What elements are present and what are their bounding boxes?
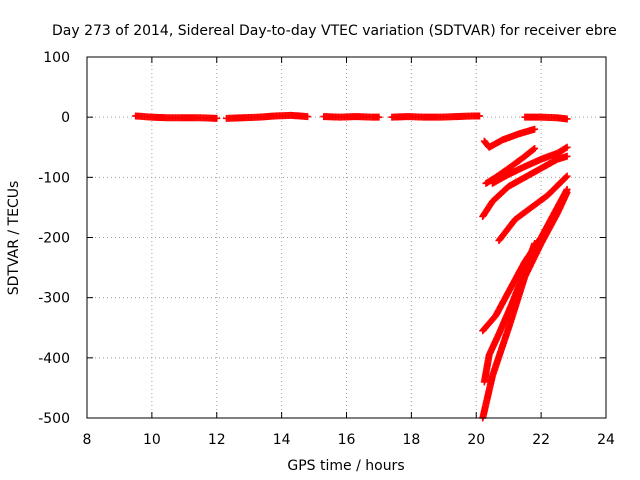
- y-tick-label: 0: [61, 110, 70, 126]
- series-near-zero-arc-2: [222, 111, 312, 122]
- interpolated-point: [530, 145, 538, 153]
- data-point: [563, 188, 571, 196]
- y-tick-label: -300: [38, 291, 70, 307]
- data-point: [563, 115, 571, 123]
- y-tick-label: -200: [38, 231, 70, 247]
- series-near-zero-arc-4: [388, 112, 483, 121]
- y-tick-label: -100: [38, 170, 70, 186]
- series-arc-B: [482, 144, 539, 187]
- plot-frame: [86, 56, 607, 419]
- series-arc-E: [495, 172, 571, 245]
- series-arc-H: [479, 188, 571, 422]
- x-tick-label: 12: [208, 432, 226, 448]
- x-tick-label: 16: [338, 432, 356, 448]
- series-arc-D: [479, 152, 571, 220]
- points-layer: [132, 111, 571, 422]
- data-point: [531, 125, 539, 133]
- grid-layer: [87, 57, 606, 418]
- x-tick-label: 20: [467, 432, 485, 448]
- x-tick-label: 24: [597, 432, 615, 448]
- x-tick-label: 18: [402, 432, 420, 448]
- data-point: [563, 143, 571, 151]
- series-arc-A: [480, 125, 539, 151]
- data-point: [563, 152, 571, 160]
- chart-title: Day 273 of 2014, Sidereal Day-to-day VTE…: [52, 23, 617, 39]
- data-point: [563, 172, 571, 180]
- y-tick-label: -400: [38, 351, 70, 367]
- y-tick-label: -500: [38, 411, 70, 427]
- series-arc-C: [488, 143, 571, 187]
- series-near-zero-arc-5: [521, 113, 571, 123]
- x-tick-label: 14: [273, 432, 291, 448]
- data-point: [531, 240, 539, 248]
- data-point: [304, 113, 312, 121]
- series-near-zero-arc-1: [132, 112, 221, 122]
- x-axis-label: GPS time / hours: [287, 458, 404, 474]
- x-tick-label: 10: [143, 432, 161, 448]
- interpolated-point: [562, 173, 570, 181]
- y-axis-label: SDTVAR / TECUs: [6, 181, 22, 296]
- x-tick-label: 8: [83, 432, 92, 448]
- data-point: [531, 144, 539, 152]
- data-point: [475, 112, 483, 120]
- data-point: [213, 114, 221, 122]
- series-near-zero-arc-3: [320, 113, 383, 121]
- ticks-layer: 8 10 12 14 16 18 20 22 24 100 0 -100 -200 -300 -400 -50…: [38, 50, 615, 448]
- x-tick-label: 22: [532, 432, 550, 448]
- data-point: [375, 113, 383, 121]
- y-tick-label: 100: [43, 50, 70, 66]
